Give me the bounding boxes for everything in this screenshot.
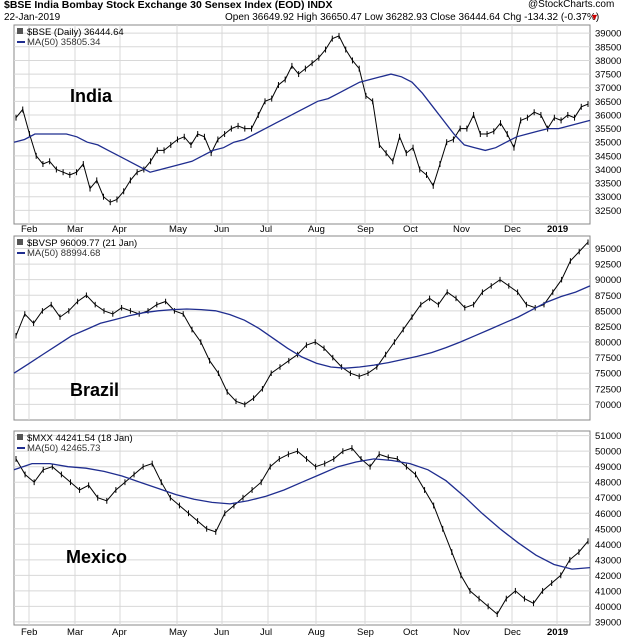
x-tick-label: Apr bbox=[112, 627, 127, 638]
y-tick-label: 50000 bbox=[595, 447, 621, 458]
y-tick-label: 70000 bbox=[595, 400, 621, 411]
x-tick-label: Jun bbox=[214, 224, 229, 235]
x-tick-label: Mar bbox=[67, 627, 83, 638]
y-tick-label: 82500 bbox=[595, 322, 621, 333]
y-tick-label: 47000 bbox=[595, 493, 621, 504]
y-tick-label: 49000 bbox=[595, 462, 621, 473]
y-tick-label: 35000 bbox=[595, 138, 621, 149]
y-tick-label: 51000 bbox=[595, 431, 621, 442]
x-tick-label: May bbox=[169, 224, 187, 235]
panel-big-label: Mexico bbox=[66, 547, 127, 567]
y-tick-label: 46000 bbox=[595, 509, 621, 520]
y-tick-label: 37000 bbox=[595, 83, 621, 94]
moving-average-line bbox=[13, 73, 591, 173]
x-tick-label: Oct bbox=[403, 224, 418, 235]
x-tick-label: Mar bbox=[67, 224, 83, 235]
x-tick-label: Aug bbox=[308, 627, 325, 638]
y-tick-label: 38500 bbox=[595, 42, 621, 53]
y-tick-label: 48000 bbox=[595, 478, 621, 489]
x-tick-label: 2019 bbox=[547, 224, 568, 235]
panel-big-label: Brazil bbox=[70, 380, 119, 400]
y-tick-label: 36500 bbox=[595, 97, 621, 108]
y-tick-label: 85000 bbox=[595, 306, 621, 317]
stockcharts-brand: @StockCharts.com bbox=[528, 0, 615, 10]
y-tick-label: 38000 bbox=[595, 56, 621, 67]
ma-label: MA(50) 88994.68 bbox=[27, 248, 100, 259]
moving-average-line bbox=[13, 458, 591, 570]
y-tick-label: 77500 bbox=[595, 353, 621, 364]
chart-date: 22-Jan-2019 bbox=[4, 12, 61, 23]
price-line bbox=[15, 447, 589, 615]
x-tick-label: Apr bbox=[112, 224, 127, 235]
y-tick-label: 39000 bbox=[595, 29, 621, 40]
y-tick-label: 37500 bbox=[595, 70, 621, 81]
x-tick-label: 2019 bbox=[547, 627, 568, 638]
x-tick-label: Dec bbox=[504, 627, 521, 638]
chart-title: $BSE India Bombay Stock Exchange 30 Sens… bbox=[4, 0, 333, 11]
y-tick-label: 92500 bbox=[595, 260, 621, 271]
y-tick-label: 36000 bbox=[595, 110, 621, 121]
quote-summary: Open 36649.92 High 36650.47 Low 36282.93… bbox=[225, 12, 600, 23]
price-line bbox=[15, 35, 589, 203]
y-tick-label: 32500 bbox=[595, 206, 621, 217]
x-tick-label: Dec bbox=[504, 224, 521, 235]
y-tick-label: 33500 bbox=[595, 179, 621, 190]
x-tick-label: Jun bbox=[214, 627, 229, 638]
x-tick-label: Sep bbox=[357, 627, 374, 638]
y-tick-label: 34000 bbox=[595, 165, 621, 176]
y-tick-label: 35500 bbox=[595, 124, 621, 135]
y-tick-label: 43000 bbox=[595, 555, 621, 566]
y-tick-label: 45000 bbox=[595, 524, 621, 535]
x-tick-label: Feb bbox=[21, 627, 37, 638]
x-tick-label: Nov bbox=[453, 627, 470, 638]
y-tick-label: 90000 bbox=[595, 275, 621, 286]
y-tick-label: 39000 bbox=[595, 617, 621, 628]
y-tick-label: 72500 bbox=[595, 384, 621, 395]
tile-icon bbox=[17, 239, 23, 245]
panel-frame bbox=[13, 24, 591, 225]
moving-average-line bbox=[13, 285, 591, 374]
y-tick-label: 44000 bbox=[595, 540, 621, 551]
y-tick-label: 87500 bbox=[595, 291, 621, 302]
y-tick-label: 42000 bbox=[595, 571, 621, 582]
tile-icon bbox=[17, 434, 23, 440]
y-tick-label: 75000 bbox=[595, 369, 621, 380]
tile-icon bbox=[17, 28, 23, 34]
panel-frame bbox=[13, 235, 591, 421]
x-tick-label: Jul bbox=[260, 224, 272, 235]
x-tick-label: Sep bbox=[357, 224, 374, 235]
ma-label: MA(50) 35805.34 bbox=[27, 37, 100, 48]
x-tick-label: Oct bbox=[403, 627, 418, 638]
panel-frame bbox=[13, 430, 591, 626]
price-line bbox=[15, 241, 589, 405]
y-tick-label: 34500 bbox=[595, 151, 621, 162]
ma-label: MA(50) 42465.73 bbox=[27, 443, 100, 454]
y-tick-label: 95000 bbox=[595, 244, 621, 255]
x-tick-label: May bbox=[169, 627, 187, 638]
y-tick-label: 40000 bbox=[595, 602, 621, 613]
x-tick-label: Jul bbox=[260, 627, 272, 638]
x-tick-label: Feb bbox=[21, 224, 37, 235]
panel-big-label: India bbox=[70, 86, 113, 106]
y-tick-label: 33000 bbox=[595, 192, 621, 203]
series-label: $MXX 44241.54 (18 Jan) bbox=[27, 433, 133, 444]
x-tick-label: Nov bbox=[453, 224, 470, 235]
x-tick-label: Aug bbox=[308, 224, 325, 235]
series-label: $BSE (Daily) 36444.64 bbox=[27, 27, 124, 38]
series-label: $BVSP 96009.77 (21 Jan) bbox=[27, 238, 137, 249]
y-tick-label: 41000 bbox=[595, 586, 621, 597]
y-tick-label: 80000 bbox=[595, 338, 621, 349]
down-arrow-icon: ▼ bbox=[590, 12, 599, 22]
